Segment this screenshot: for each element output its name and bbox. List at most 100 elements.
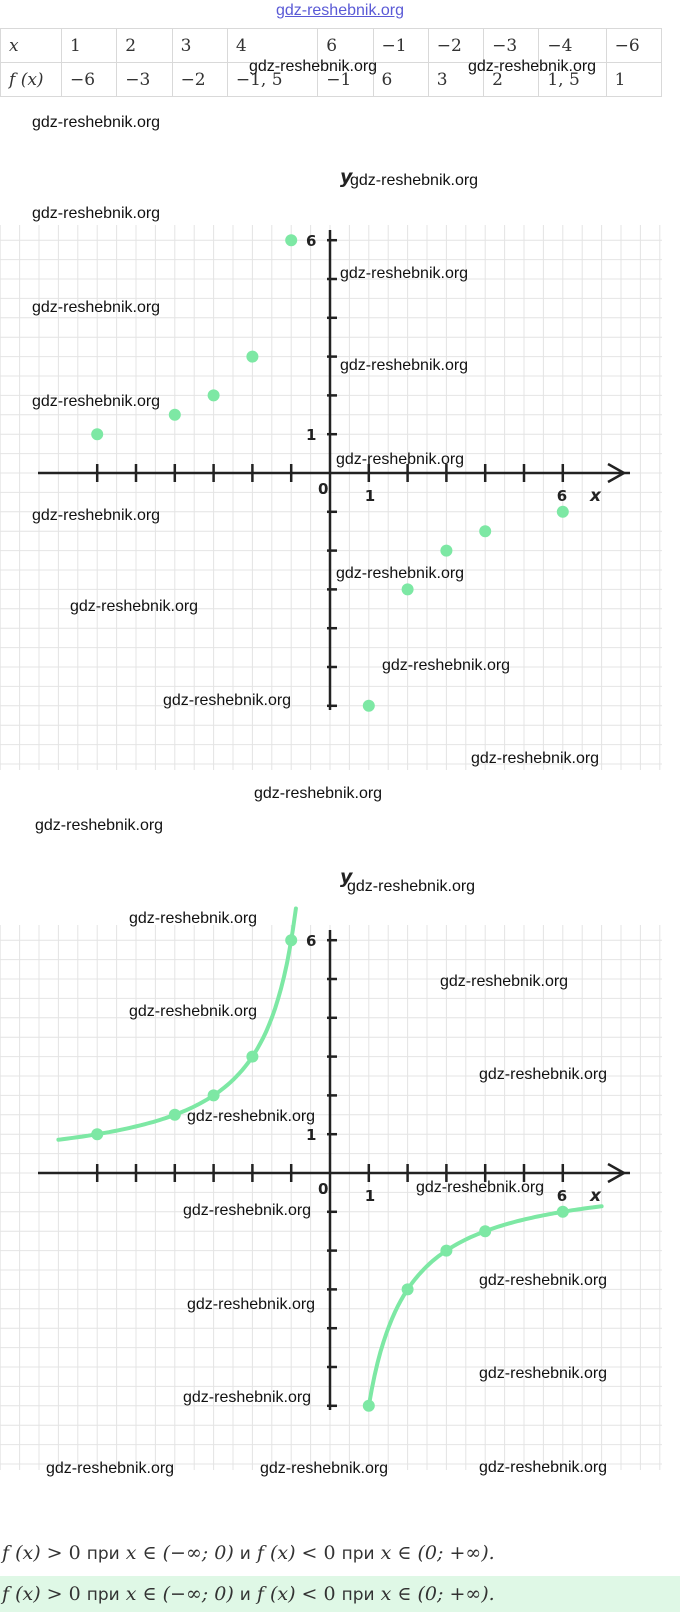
data-point (246, 350, 259, 363)
data-point (285, 234, 298, 247)
watermark-text: gdz-reshebnik.org (32, 114, 161, 131)
table-cell: 2 (483, 62, 540, 97)
x-axis-arrow (607, 1162, 627, 1184)
table-cell: 1 (605, 62, 663, 97)
data-point (440, 544, 453, 557)
data-point (556, 505, 569, 518)
data-point (246, 1050, 259, 1063)
watermark-text: gdz-reshebnik.org (479, 1066, 608, 1083)
watermark-text: gdz-reshebnik.org (471, 750, 600, 767)
curve-branch-left (56, 906, 298, 1142)
x-axis-label: x (589, 1186, 602, 1206)
scatter-chart: 0 1 6 1 6 x y (0, 170, 662, 770)
watermark-text: gdz-reshebnik.org (260, 1460, 389, 1477)
table-header-x: x (0, 28, 62, 63)
watermark-text: gdz-reshebnik.org (183, 1389, 312, 1406)
answer-word-pri: при (341, 1585, 375, 1605)
y-tick-label: 1 (306, 426, 316, 444)
table-row-x: x 1 2 3 4 6 −1 −2 −3 −4 −6 (0, 28, 663, 63)
origin-label: 0 (318, 480, 328, 498)
table-cell: 6 (317, 28, 374, 63)
data-point (401, 583, 414, 596)
table-cell: −1 (317, 62, 374, 97)
table-cell: 2 (116, 28, 173, 63)
data-point (479, 525, 492, 538)
data-point (91, 428, 104, 441)
hyperbola-chart: 0 1 6 1 6 x y (0, 870, 662, 1470)
table-cell: −1, 5 (226, 62, 319, 97)
answer-interval-1: x ∈ (−∞; 0) (119, 1583, 240, 1605)
data-point (168, 408, 181, 421)
answer-fx: f (x) (2, 1583, 41, 1605)
watermark-text: gdz-reshebnik.org (440, 973, 569, 990)
watermark-text: gdz-reshebnik.org (479, 1365, 608, 1382)
answer-gt: > 0 (40, 1583, 87, 1605)
answer-interval-2: x ∈ (0; +∞). (374, 1542, 495, 1564)
data-point (401, 1283, 414, 1296)
table-cell: −6 (60, 62, 118, 97)
table-cell: 3 (171, 28, 228, 63)
watermark-text: gdz-reshebnik.org (70, 598, 199, 615)
watermark-text: gdz-reshebnik.org (187, 1108, 316, 1125)
watermark-text: gdz-reshebnik.org (347, 878, 476, 895)
y-tick-label: 6 (306, 232, 316, 250)
x-tick-label: 6 (557, 487, 567, 505)
x-axis-label: x (589, 486, 602, 506)
watermark-text: gdz-reshebnik.org (187, 1296, 316, 1313)
watermark-text: gdz-reshebnik.org (46, 1460, 175, 1477)
table-row-fx: f (x) −6 −3 −2 −1, 5 −1 6 3 2 1, 5 1 (0, 62, 663, 97)
site-header-watermark[interactable]: gdz-reshebnik.org (275, 2, 405, 19)
answer-word-pri: при (341, 1544, 375, 1564)
x-axis-arrow (607, 462, 627, 484)
answer-fx: f (x) (2, 1542, 41, 1564)
table-cell: −1 (372, 28, 429, 63)
x-tick-label: 1 (365, 1187, 375, 1205)
answer-interval-2: x ∈ (0; +∞). (374, 1583, 495, 1605)
values-table: x 1 2 3 4 6 −1 −2 −3 −4 −6 f (x) −6 −3 −… (0, 28, 663, 97)
watermark-text: gdz-reshebnik.org (336, 451, 465, 468)
answer-lt: < 0 (295, 1542, 342, 1564)
data-point (91, 1128, 104, 1141)
watermark-text: gdz-reshebnik.org (336, 565, 465, 582)
origin-label: 0 (318, 1180, 328, 1198)
watermark-text: gdz-reshebnik.org (183, 1202, 312, 1219)
watermark-text: gdz-reshebnik.org (382, 657, 511, 674)
x-tick-label: 1 (365, 487, 375, 505)
answer-fx-2: f (x) (250, 1542, 296, 1564)
watermark-text: gdz-reshebnik.org (468, 58, 597, 75)
answer-line-highlighted: f (x) > 0 при x ∈ (−∞; 0) и f (x) < 0 пр… (0, 1576, 680, 1612)
answer-word-and: и (239, 1585, 251, 1605)
data-point (556, 1205, 569, 1218)
watermark-text: gdz-reshebnik.org (32, 507, 161, 524)
answer-line: f (x) > 0 при x ∈ (−∞; 0) и f (x) < 0 пр… (0, 1542, 495, 1564)
watermark-text: gdz-reshebnik.org (35, 817, 164, 834)
table-header-fx: f (x) (0, 62, 62, 97)
data-point (362, 699, 375, 712)
data-point (362, 1399, 375, 1412)
watermark-text: gdz-reshebnik.org (32, 393, 161, 410)
answer-interval-1: x ∈ (−∞; 0) (119, 1542, 240, 1564)
table-cell: −3 (116, 62, 173, 97)
table-cell: 1 (60, 28, 118, 63)
y-tick-label: 6 (306, 932, 316, 950)
data-point (479, 1225, 492, 1238)
data-point (440, 1244, 453, 1257)
watermark-text: gdz-reshebnik.org (340, 357, 469, 374)
watermark-text: gdz-reshebnik.org (479, 1459, 608, 1476)
watermark-text: gdz-reshebnik.org (249, 58, 378, 75)
data-point (207, 389, 220, 402)
table-cell: 1, 5 (538, 62, 607, 97)
watermark-text: gdz-reshebnik.org (32, 205, 161, 222)
answer-word-pri: при (86, 1544, 120, 1564)
watermark-text: gdz-reshebnik.org (416, 1179, 545, 1196)
table-cell: 3 (427, 62, 485, 97)
answer-gt: > 0 (40, 1542, 87, 1564)
table-cell: 6 (372, 62, 429, 97)
answer-fx-2: f (x) (250, 1583, 296, 1605)
watermark-text: gdz-reshebnik.org (340, 265, 469, 282)
answer-word-and: и (239, 1544, 251, 1564)
x-tick-label: 6 (557, 1187, 567, 1205)
watermark-text: gdz-reshebnik.org (129, 1003, 258, 1020)
watermark-text: gdz-reshebnik.org (129, 910, 258, 927)
watermark-text: gdz-reshebnik.org (163, 692, 292, 709)
